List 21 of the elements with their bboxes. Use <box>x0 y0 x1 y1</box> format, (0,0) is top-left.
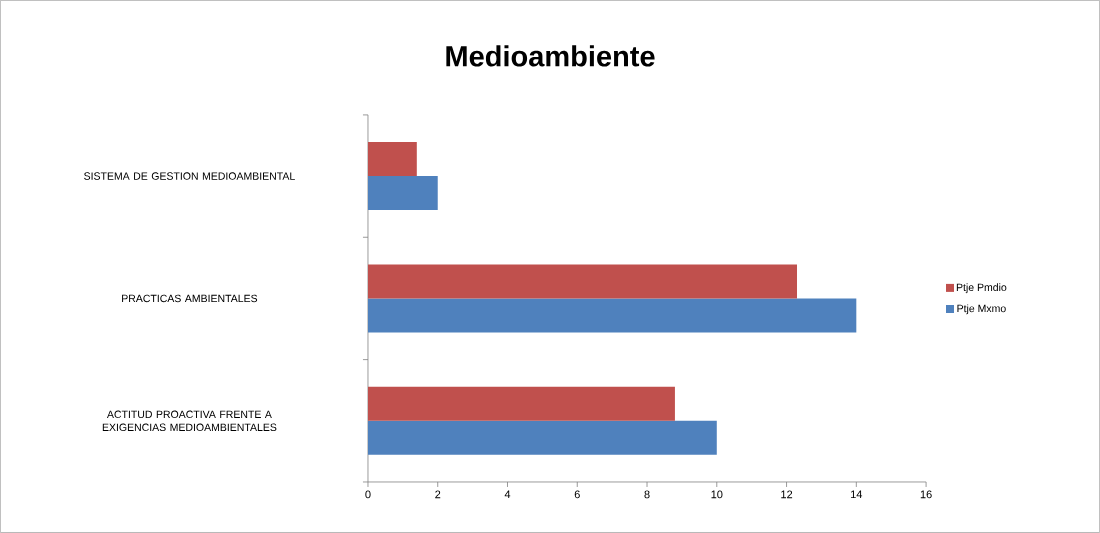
legend-label: Ptje Mxmo <box>957 304 1006 315</box>
x-tick-label: 10 <box>711 490 723 499</box>
x-tick-label: 4 <box>504 490 511 499</box>
y-tick-label: ACTITUD PROACTIVA FRENTE A EXIGENCIAS MEDIOAMBIENTALES <box>102 410 277 432</box>
y-tick-label: SISTEMA DE GESTION MEDIOAMBIENTAL <box>84 172 295 180</box>
bar <box>367 298 857 333</box>
x-tick-label: 12 <box>781 490 793 499</box>
x-tick-label: 16 <box>920 490 932 499</box>
x-tick-label: 8 <box>644 490 650 499</box>
bar <box>367 386 675 421</box>
bar <box>367 264 798 299</box>
x-tick-label: 14 <box>851 490 863 499</box>
bar <box>367 142 417 177</box>
y-tick-label: PRACTICAS AMBIENTALES <box>122 294 258 303</box>
bar <box>367 176 438 211</box>
bar <box>367 420 717 455</box>
x-tick-label: 6 <box>574 490 580 499</box>
x-tick-label: 2 <box>435 490 441 499</box>
chart-title: Medioambiente <box>446 45 655 67</box>
legend-label: Ptje Pmdio <box>956 283 1007 294</box>
x-tick-label: 0 <box>365 490 371 499</box>
